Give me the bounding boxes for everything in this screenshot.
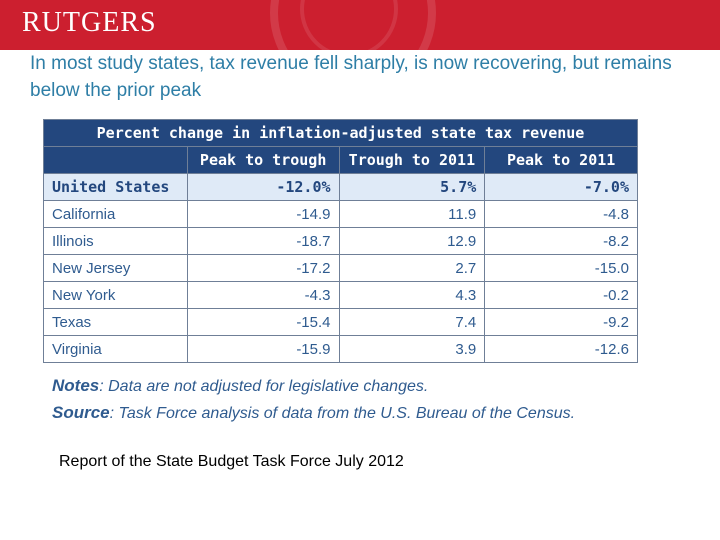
notes-text: : Data are not adjusted for legislative … [99, 378, 429, 395]
peak-to-2011-value: -15.0 [484, 254, 638, 282]
column-header-row: Peak to trough Trough to 2011 Peak to 20… [43, 146, 638, 174]
state-name: California [43, 200, 188, 228]
state-name: United States [43, 173, 188, 201]
table-row: Texas -15.4 7.4 -9.2 [43, 308, 638, 336]
source-line: Source: Task Force analysis of data from… [52, 400, 575, 427]
state-name: New York [43, 281, 188, 309]
table-title: Percent change in inflation-adjusted sta… [43, 119, 638, 147]
table-row: New Jersey -17.2 2.7 -15.0 [43, 254, 638, 282]
table-row: Illinois -18.7 12.9 -8.2 [43, 227, 638, 255]
state-name: Virginia [43, 335, 188, 363]
trough-to-2011-value: 5.7% [338, 173, 486, 201]
table-row: New York -4.3 4.3 -0.2 [43, 281, 638, 309]
peak-to-2011-value: -8.2 [484, 227, 638, 255]
trough-to-2011-value: 11.9 [338, 200, 486, 228]
peak-to-2011-value: -9.2 [484, 308, 638, 336]
column-header-trough-to-2011: Trough to 2011 [338, 146, 486, 174]
column-header-peak-to-trough: Peak to trough [186, 146, 340, 174]
trough-to-2011-value: 3.9 [338, 335, 486, 363]
state-name: New Jersey [43, 254, 188, 282]
peak-to-trough-value: -17.2 [186, 254, 340, 282]
column-header-state [43, 146, 188, 174]
trough-to-2011-value: 12.9 [338, 227, 486, 255]
tax-revenue-table: Percent change in inflation-adjusted sta… [43, 119, 638, 363]
slide-headline: In most study states, tax revenue fell s… [30, 53, 672, 101]
source-label: Source [52, 403, 110, 422]
peak-to-trough-value: -15.4 [186, 308, 340, 336]
peak-to-trough-value: -15.9 [186, 335, 340, 363]
table-row: California -14.9 11.9 -4.8 [43, 200, 638, 228]
notes-line: Notes: Data are not adjusted for legisla… [52, 373, 575, 400]
table-row: Virginia -15.9 3.9 -12.6 [43, 335, 638, 363]
peak-to-trough-value: -4.3 [186, 281, 340, 309]
table-row-united-states: United States -12.0% 5.7% -7.0% [43, 173, 638, 201]
state-name: Illinois [43, 227, 188, 255]
table-title-row: Percent change in inflation-adjusted sta… [43, 119, 638, 147]
peak-to-2011-value: -0.2 [484, 281, 638, 309]
header-banner: RUTGERS [0, 0, 720, 50]
source-text: : Task Force analysis of data from the U… [109, 405, 576, 422]
peak-to-2011-value: -4.8 [484, 200, 638, 228]
peak-to-trough-value: -18.7 [186, 227, 340, 255]
peak-to-trough-value: -14.9 [186, 200, 340, 228]
report-footer: Report of the State Budget Task Force Ju… [59, 453, 404, 470]
column-header-peak-to-2011: Peak to 2011 [484, 146, 638, 174]
trough-to-2011-value: 2.7 [338, 254, 486, 282]
notes-label: Notes [52, 376, 100, 395]
seal-watermark-inner [300, 0, 398, 50]
rutgers-logo: RUTGERS [22, 7, 157, 38]
trough-to-2011-value: 7.4 [338, 308, 486, 336]
table-notes: Notes: Data are not adjusted for legisla… [52, 373, 575, 427]
peak-to-2011-value: -7.0% [484, 173, 638, 201]
state-name: Texas [43, 308, 188, 336]
peak-to-trough-value: -12.0% [186, 173, 340, 201]
seal-watermark [270, 0, 436, 50]
peak-to-2011-value: -12.6 [484, 335, 638, 363]
trough-to-2011-value: 4.3 [338, 281, 486, 309]
